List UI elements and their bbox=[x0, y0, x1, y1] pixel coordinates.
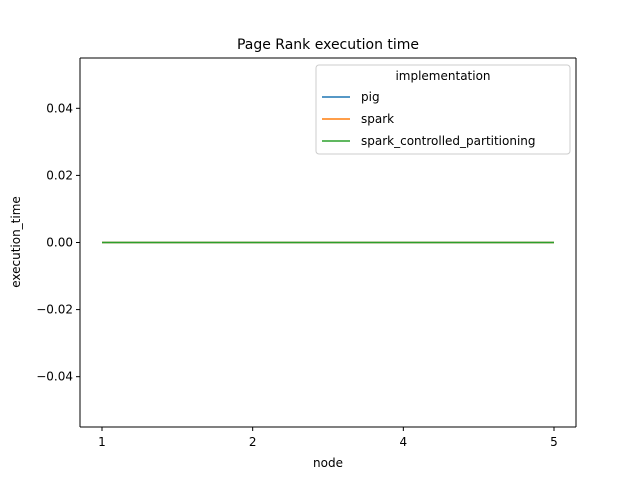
axes-frame bbox=[79, 57, 577, 428]
legend-label-pig: pig bbox=[361, 90, 380, 104]
y-tick-label: −0.04 bbox=[36, 370, 73, 384]
legend-label-spark_controlled_partitioning: spark_controlled_partitioning bbox=[361, 134, 536, 148]
y-axis-ticks: −0.04 −0.02 0.00 0.02 0.04 bbox=[36, 101, 80, 384]
x-tick-label: 1 bbox=[98, 435, 106, 449]
x-tick-label: 4 bbox=[400, 435, 408, 449]
y-axis-label: execution_time bbox=[9, 196, 23, 288]
y-tick-label: 0.02 bbox=[46, 168, 73, 182]
legend-entries: pig spark spark_controlled_partitioning bbox=[322, 90, 536, 148]
chart-title: Page Rank execution time bbox=[237, 37, 419, 53]
y-tick-label: 0.04 bbox=[46, 101, 73, 115]
legend-box bbox=[315, 64, 571, 155]
legend: implementation pig spark spark_controlled_… bbox=[315, 64, 571, 155]
x-axis-ticks: 1 2 4 5 bbox=[98, 427, 558, 449]
legend-title: implementation bbox=[395, 69, 490, 83]
x-tick-label: 5 bbox=[550, 435, 558, 449]
y-tick-label: 0.00 bbox=[46, 236, 73, 250]
x-tick-label: 2 bbox=[249, 435, 257, 449]
legend-label-spark: spark bbox=[361, 112, 394, 126]
x-axis-label: node bbox=[313, 456, 343, 470]
y-tick-label: −0.02 bbox=[36, 303, 73, 317]
